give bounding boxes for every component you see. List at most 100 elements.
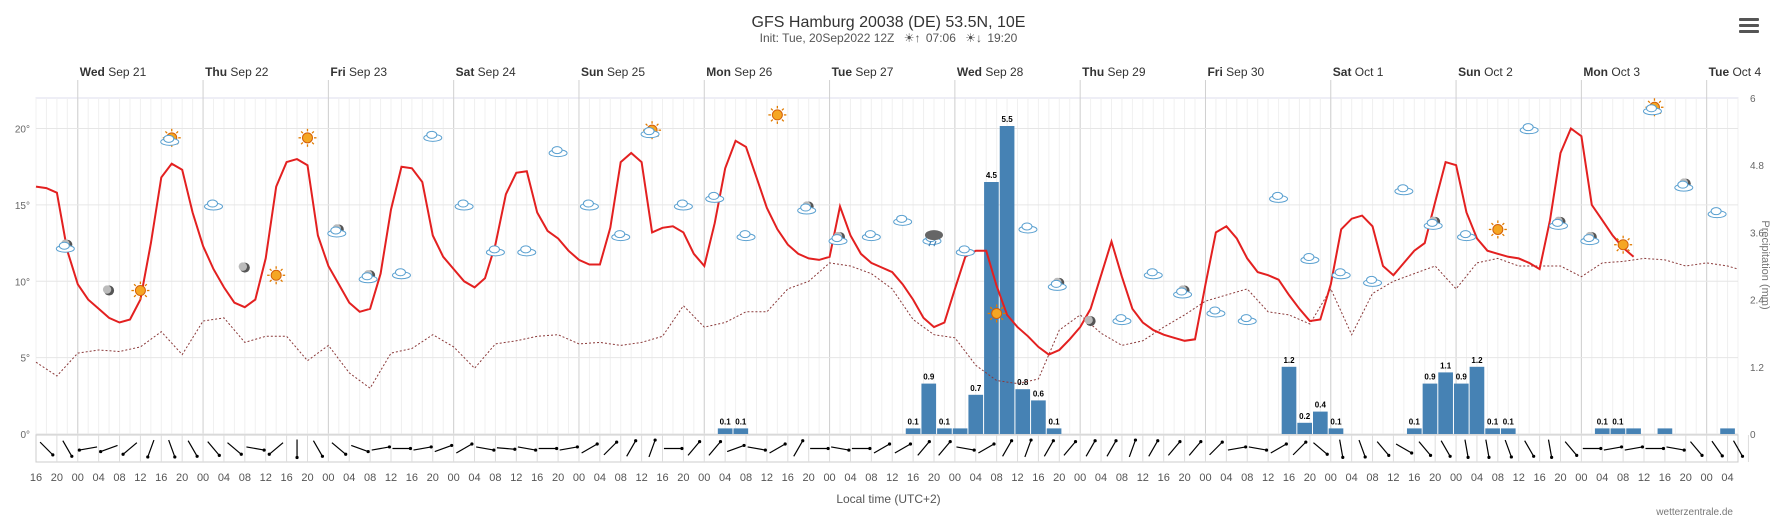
wind-arrow [1085, 440, 1096, 457]
sun-ray [1647, 100, 1651, 104]
cloud-icon [1269, 191, 1289, 203]
cloud-puff [739, 230, 751, 239]
sun-ray [280, 279, 283, 283]
hour-tick-label: 12 [510, 472, 522, 484]
precip-bar [905, 428, 921, 434]
hour-tick-label: 00 [448, 472, 460, 484]
cloud-icon [423, 130, 443, 142]
hour-tick-label: 12 [1011, 472, 1023, 484]
hour-tick-label: 20 [1554, 472, 1566, 484]
precip-label: 1.2 [1471, 356, 1483, 365]
wind-arrow-head [173, 455, 177, 459]
hour-tick-label: 00 [573, 472, 585, 484]
hour-tick-label: 00 [698, 472, 710, 484]
wind-arrow [1524, 440, 1535, 457]
hour-tick-label: 12 [886, 472, 898, 484]
sun-ray [656, 123, 659, 127]
wind-arrow-head [1682, 448, 1686, 452]
sun-disc [991, 307, 1003, 319]
wind-arrow [1313, 442, 1328, 455]
wind-arrow-head [1114, 439, 1118, 443]
rain-cloud-icon [922, 230, 943, 247]
day-label: Mon Sep 26 [706, 65, 772, 79]
wind-arrow [894, 443, 911, 454]
wind-arrow [62, 440, 73, 457]
wind-arrow [1106, 440, 1117, 457]
hamburger-menu-icon[interactable] [1739, 18, 1759, 34]
cloud-puff [330, 226, 342, 235]
wind-arrow [1547, 439, 1553, 458]
wind-arrow [187, 440, 198, 457]
moon-shade [238, 262, 248, 271]
sun-cloud-icon [640, 121, 662, 140]
wind-arrow [1148, 440, 1159, 457]
sun-ray [989, 306, 993, 310]
cloud-icon [861, 230, 881, 242]
wind-arrow-head [1199, 440, 1203, 444]
wind-arrow-head [217, 453, 221, 457]
wind-arrow [246, 446, 265, 451]
wind-arrow-head [972, 448, 976, 452]
plot-area [35, 97, 1739, 435]
hour-tick-label: 12 [1137, 472, 1149, 484]
precip-bar [733, 428, 749, 434]
hour-tick-label: 08 [1366, 472, 1378, 484]
wind-arrow [1167, 441, 1181, 456]
hour-tick-label: 12 [1638, 472, 1650, 484]
precip-label: 1.2 [1283, 356, 1295, 365]
cloud-puff [1460, 230, 1472, 239]
moon-cloud-icon [1173, 285, 1193, 299]
moon-cloud-icon [1548, 216, 1568, 230]
hour-tick-label: 16 [1659, 472, 1671, 484]
cloud-puff [896, 214, 908, 223]
wind-arrow [1043, 440, 1054, 457]
wind-arrow-head [1509, 455, 1513, 459]
hour-tick-label: 04 [468, 472, 480, 484]
hour-tick-label: 04 [1471, 472, 1483, 484]
precip-bar [1297, 422, 1312, 434]
hour-tick-label: 12 [134, 472, 146, 484]
init-time: Init: Tue, 20Sep2022 12Z [759, 31, 895, 45]
wind-arrow [1209, 441, 1223, 456]
y-right-tick-label: 1.2 [1750, 363, 1764, 374]
precip-bar [1610, 428, 1626, 434]
cloud-puff [1522, 123, 1534, 132]
sun-ray [133, 283, 137, 287]
rain-drop [933, 240, 937, 247]
day-label: Fri Sep 30 [1207, 65, 1264, 79]
sun-ray [164, 130, 168, 134]
precip-bar [952, 428, 968, 434]
wind-arrow [938, 441, 951, 456]
sun-ray [770, 108, 774, 111]
hour-tick-label: 20 [427, 472, 439, 484]
cloud-icon [1331, 268, 1351, 280]
hour-tick-label: 16 [1283, 472, 1295, 484]
y-left-tick-label: 20° [15, 125, 30, 136]
wind-arrow-head [575, 445, 579, 449]
wind-arrow-head [146, 455, 150, 459]
wind-arrow-head [1341, 455, 1345, 459]
hour-tick-label: 04 [594, 472, 606, 484]
day-label: Sat Oct 1 [1333, 65, 1384, 79]
wind-arrow-head [1029, 438, 1033, 442]
cloud-puff [800, 203, 812, 212]
precip-bar [968, 394, 984, 434]
cloud-puff [520, 245, 532, 254]
cloud-puff [1176, 287, 1188, 296]
wind-arrow-head [948, 440, 952, 444]
wind-arrow [1248, 446, 1267, 451]
day-label: Tue Oct 4 [1709, 65, 1762, 79]
sun-ray [645, 123, 648, 127]
dewpoint-line [35, 257, 1739, 389]
wind-arrow-head [1661, 446, 1666, 451]
wind-arrow [1376, 441, 1390, 456]
hour-tick-label: 16 [30, 472, 42, 484]
hour-tick-label: 20 [1680, 472, 1692, 484]
hour-tick-label: 08 [1492, 472, 1504, 484]
cloud-icon [204, 199, 224, 211]
moon-cloud-icon [828, 231, 848, 246]
sun-ray [1616, 237, 1620, 241]
hour-tick-label: 16 [531, 472, 543, 484]
cloud-puff [551, 146, 563, 155]
hour-tick-label: 16 [406, 472, 418, 484]
